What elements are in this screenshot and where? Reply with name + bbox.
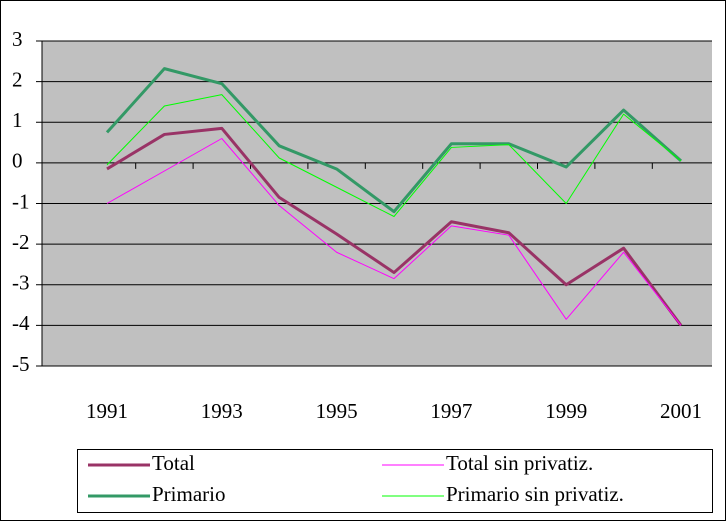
- y-tick-label: 0: [12, 149, 23, 173]
- x-tick-label: 1995: [316, 399, 358, 423]
- y-tick-label: -4: [12, 311, 30, 335]
- x-tick-label: 1993: [201, 399, 243, 423]
- data-line: [106, 126, 683, 327]
- legend-label: Total sin privatiz.: [446, 451, 593, 475]
- legend-label: Primario: [152, 482, 226, 506]
- x-tick-label: 1997: [430, 399, 472, 423]
- x-tick-label: 1999: [545, 399, 587, 423]
- y-tick-label: 3: [12, 27, 23, 51]
- legend-label: Primario sin privatiz.: [446, 482, 624, 506]
- x-tick-label: 1991: [86, 399, 128, 423]
- legend-label: Total: [152, 451, 195, 475]
- data-line: [106, 138, 682, 326]
- y-tick-label: 2: [12, 67, 23, 91]
- y-tick-label: -5: [12, 352, 30, 376]
- y-tick-label: -1: [12, 189, 30, 213]
- y-tick-label: 1: [12, 108, 23, 132]
- data-line: [105, 67, 682, 214]
- x-tick-label: 2001: [660, 399, 702, 423]
- data-line: [106, 94, 682, 217]
- y-tick-label: -2: [12, 230, 30, 254]
- legend-box: [77, 449, 713, 513]
- y-tick-label: -3: [12, 271, 30, 295]
